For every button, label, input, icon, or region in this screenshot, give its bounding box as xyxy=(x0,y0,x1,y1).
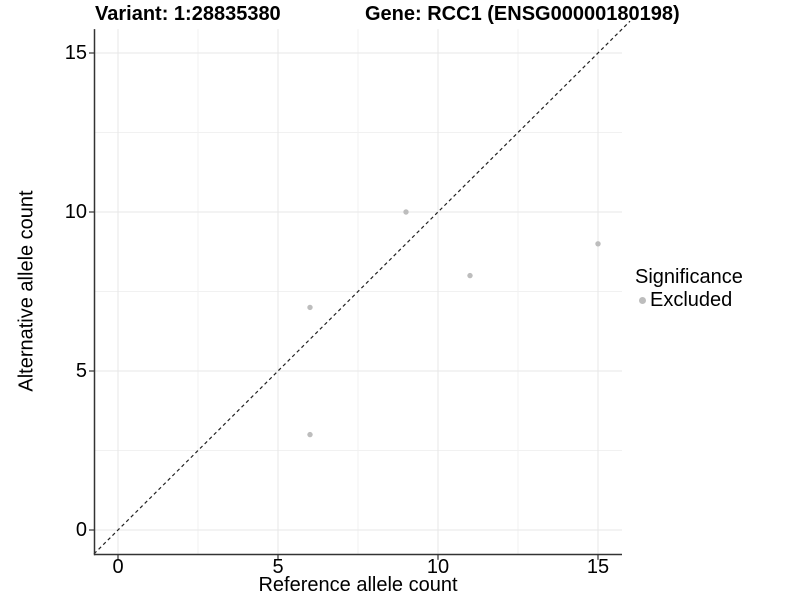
data-point xyxy=(595,241,601,247)
x-tick-label: 5 xyxy=(272,556,284,578)
y-axis-title: Alternative allele count xyxy=(15,190,38,392)
y-tick-label: 15 xyxy=(64,42,87,64)
legend-item-label: Excluded xyxy=(650,289,733,311)
data-point xyxy=(467,272,473,279)
y-tick-label: 10 xyxy=(64,201,87,223)
y-tick-label: 5 xyxy=(75,360,87,382)
y-tick-label: 0 xyxy=(75,519,87,541)
x-axis-title: Reference allele count xyxy=(258,574,458,596)
x-tick-label: 15 xyxy=(586,556,610,578)
identity-dashed-line xyxy=(93,20,631,555)
legend-item-excluded: Excluded xyxy=(635,289,743,311)
x-tick-label: 10 xyxy=(426,556,450,578)
legend-point-icon xyxy=(639,296,646,304)
plot-title-gene: Gene: RCC1 (ENSG00000180198) xyxy=(365,3,680,25)
data-point xyxy=(307,304,313,311)
legend-title: Significance xyxy=(635,266,743,288)
x-tick-label: 0 xyxy=(112,556,124,578)
plot-title-variant: Variant: 1:28835380 xyxy=(95,3,281,25)
data-point xyxy=(403,209,409,215)
legend: Significance Excluded xyxy=(635,266,743,311)
data-point xyxy=(307,431,313,438)
